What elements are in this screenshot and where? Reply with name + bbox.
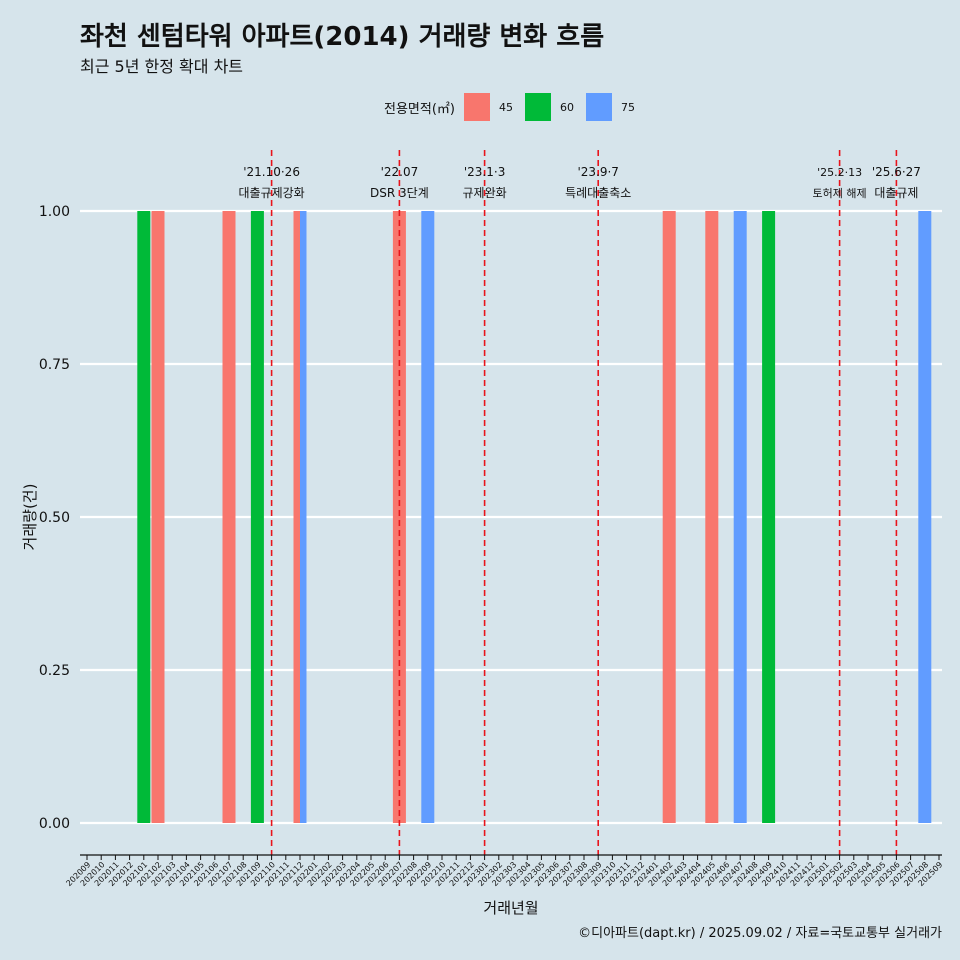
event-date-label: '23.9·7 bbox=[577, 165, 618, 179]
chart-title: 좌천 센텀타워 아파트(2014) 거래량 변화 흐름 bbox=[80, 22, 605, 52]
bar-75-202508 bbox=[918, 211, 932, 823]
legend-swatch-45 bbox=[463, 93, 490, 121]
legend-label-75: 75 bbox=[620, 100, 635, 114]
event-name-label: 대출규제 bbox=[874, 186, 918, 200]
legend-item-60: 60 bbox=[524, 93, 578, 121]
event-name-label: 규제완화 bbox=[463, 186, 507, 200]
legend-item-45: 45 bbox=[463, 93, 517, 121]
event-date-label: '25.6·27 bbox=[872, 165, 921, 179]
source-caption: ©디아파트(dapt.kr) / 2025.09.02 / 자료=국토교통부 실… bbox=[578, 926, 942, 941]
bar-45-202112 bbox=[293, 211, 300, 823]
bar-75-202407 bbox=[733, 211, 747, 823]
event-date-label: '23.1·3 bbox=[464, 165, 505, 179]
bar-45-202107 bbox=[222, 211, 236, 823]
bar-75-202112 bbox=[300, 211, 307, 823]
chart-subtitle: 최근 5년 한정 확대 차트 bbox=[80, 57, 244, 76]
y-tick-label: 0.25 bbox=[39, 663, 70, 679]
event-date-label: '25.2·13 bbox=[817, 166, 862, 179]
y-tick-label: 0.00 bbox=[39, 816, 70, 832]
event-name-label: 특례대출축소 bbox=[565, 186, 631, 200]
legend: 전용면적(㎡) 45 60 75 bbox=[384, 92, 647, 122]
bar-75-202209 bbox=[421, 211, 435, 823]
bar-45-202402 bbox=[662, 211, 676, 823]
legend-swatch-75 bbox=[585, 93, 612, 121]
bar-60-202409 bbox=[762, 211, 776, 823]
bar-45-202405 bbox=[705, 211, 719, 823]
x-axis-title: 거래년월 bbox=[483, 899, 538, 917]
event-name-label: 대출규제강화 bbox=[238, 186, 304, 200]
legend-label-45: 45 bbox=[498, 100, 513, 114]
bar-45-202207 bbox=[392, 211, 406, 823]
legend-item-75: 75 bbox=[585, 93, 639, 121]
legend-label-60: 60 bbox=[559, 100, 574, 114]
legend-title: 전용면적(㎡) bbox=[384, 101, 455, 117]
y-tick-label: 0.75 bbox=[39, 357, 70, 373]
event-name-label: DSR 3단계 bbox=[370, 186, 429, 200]
y-tick-label: 0.50 bbox=[39, 510, 70, 526]
legend-swatch-60 bbox=[524, 93, 551, 121]
y-tick-label: 1.00 bbox=[39, 204, 70, 220]
y-axis-title: 거래량(건) bbox=[21, 484, 39, 551]
bar-60-202101 bbox=[137, 211, 151, 823]
event-date-label: '21.10·26 bbox=[243, 165, 300, 179]
event-name-label: 토허제 해제 bbox=[813, 186, 867, 200]
bar-60-202109 bbox=[250, 211, 264, 823]
event-date-label: '22.07 bbox=[381, 165, 419, 179]
bar-45-202102 bbox=[151, 211, 165, 823]
